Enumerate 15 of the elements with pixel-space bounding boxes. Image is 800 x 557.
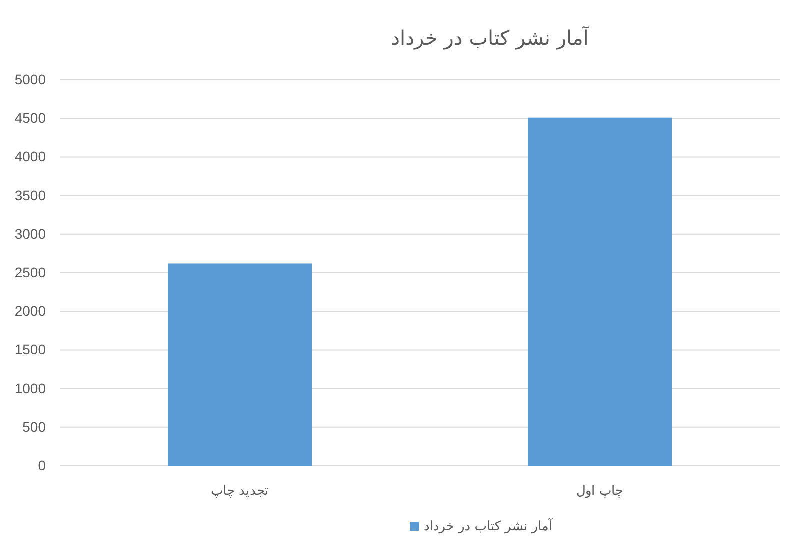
y-tick-label: 2500: [14, 264, 46, 280]
x-tick-label: چاپ اول: [576, 483, 624, 500]
y-tick-label: 500: [22, 418, 46, 435]
y-tick-label: 4000: [14, 148, 46, 165]
x-tick-label: تجدید چاپ: [211, 483, 269, 500]
y-tick-label: 5000: [14, 71, 46, 88]
y-tick-label: 2000: [14, 303, 46, 320]
y-tick-label: 0: [38, 457, 46, 474]
chart-title: آمار نشر کتاب در خرداد: [391, 26, 590, 50]
y-tick-label: 4500: [14, 110, 46, 126]
y-tick-label: 1000: [14, 380, 46, 396]
y-tick-label: 1500: [14, 342, 46, 358]
legend-label: آمار نشر کتاب در خرداد: [424, 518, 554, 535]
y-tick-label: 3500: [14, 187, 46, 204]
y-tick-label: 3000: [14, 226, 46, 242]
